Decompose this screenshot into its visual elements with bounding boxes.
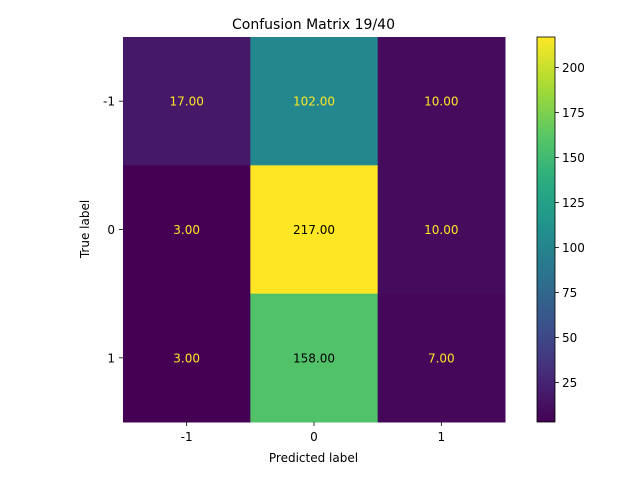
cell-value-label: 17.00 [169,95,203,109]
chart-title: Confusion Matrix 19/40 [232,17,395,33]
colorbar-tick-label: 25 [562,376,577,390]
heatmap-cell [250,37,379,166]
x-axis-label: Predicted label [269,451,358,465]
colorbar-tick-label: 150 [562,151,585,165]
y-tick-label: 0 [107,223,115,237]
y-tick-label: -1 [103,95,115,109]
heatmap-cell [123,293,251,423]
x-tick-label: -1 [181,430,193,444]
cell-value-label: 3.00 [173,223,200,237]
x-tick-label: 0 [310,430,318,444]
heatmap-cell [377,165,506,295]
heatmap-cell [377,37,506,166]
cell-value-label: 10.00 [424,223,458,237]
x-tick-label: 1 [438,430,446,444]
y-axis-label: True label [78,200,92,259]
heatmap-cell [123,37,251,166]
cell-value-label: 3.00 [173,351,200,365]
cell-value-label: 7.00 [428,351,455,365]
colorbar-tick-label: 125 [562,196,585,210]
heatmap-cell [250,165,379,295]
heatmap-cell [123,165,251,295]
heatmap-cell [250,293,379,423]
colorbar-tick-label: 175 [562,106,585,120]
colorbar-tick-label: 75 [562,286,577,300]
colorbar-tick-label: 50 [562,331,577,345]
cell-value-label: 158.00 [293,351,335,365]
cell-value-label: 217.00 [293,223,335,237]
cell-value-label: 10.00 [424,95,458,109]
heatmap-cell [377,293,506,423]
y-tick-label: 1 [107,351,115,365]
colorbar [536,36,556,423]
colorbar-tick-label: 100 [562,241,585,255]
cell-value-label: 102.00 [293,95,335,109]
colorbar-tick-label: 200 [562,61,585,75]
